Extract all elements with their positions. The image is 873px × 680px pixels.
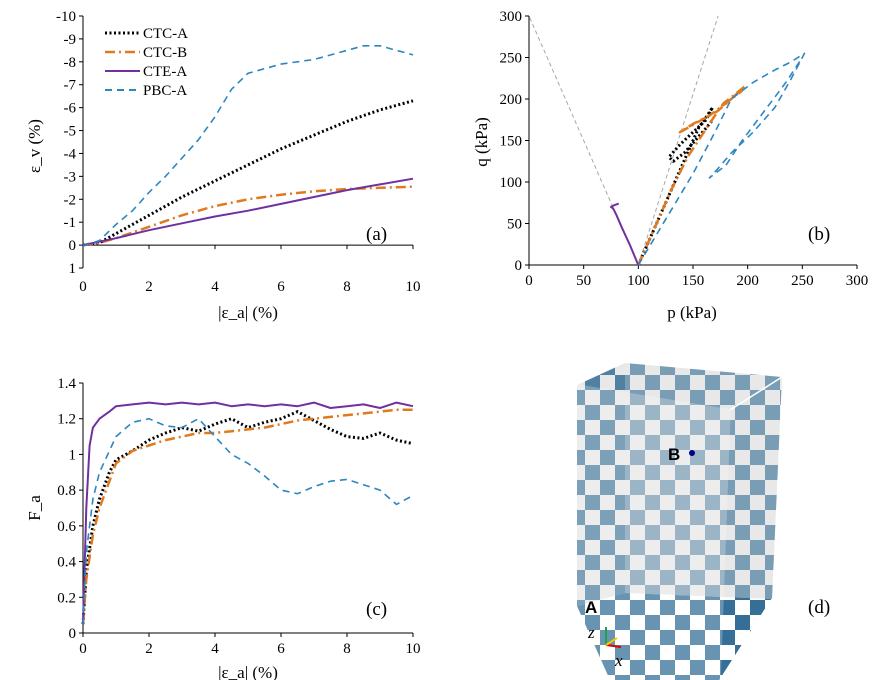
series-line-pbc-a [637, 52, 806, 266]
x-tick-label: 250 [791, 273, 814, 289]
box-left-face-checker [577, 363, 625, 606]
y-tick-label: 0.2 [57, 590, 76, 606]
y-tick-label: -10 [56, 9, 76, 25]
x-tick-label: 10 [406, 641, 421, 657]
y-tick-label: -8 [64, 55, 77, 71]
y-tick-label: -2 [64, 192, 77, 208]
panel-a-series [82, 44, 414, 247]
series-line-failure-line-compression [637, 15, 719, 266]
x-tick-label: 2 [145, 279, 153, 295]
axis-x-label: x [614, 651, 623, 670]
x-tick-label: 6 [277, 279, 285, 295]
legend-label-cte-a: CTE-A [143, 64, 187, 80]
box-right-face-checker [625, 363, 782, 599]
panel-a-xlabel: |ε_a| (%) [218, 303, 278, 322]
series-line-pbc-a [82, 44, 414, 247]
y-tick-label: -1 [64, 215, 77, 231]
y-tick-label: -7 [64, 78, 77, 94]
axis-z-label: z [587, 623, 595, 642]
x-tick-label: 10 [406, 279, 421, 295]
panel-a-ylabel: ε_v (%) [25, 119, 44, 173]
x-tick-label: 200 [736, 273, 759, 289]
panel-d-tag: (d) [808, 597, 830, 618]
y-tick-label: 150 [500, 134, 523, 150]
series-line-ctc-a [636, 105, 715, 266]
series-line-cte-a [82, 401, 414, 625]
x-tick-label: 150 [682, 273, 705, 289]
x-tick-label: 50 [576, 273, 591, 289]
legend-label-ctc-a: CTC-A [143, 26, 188, 42]
marker-point-b [689, 450, 695, 456]
box-edge [719, 598, 773, 680]
y-tick-label: 0.6 [57, 519, 76, 535]
x-tick-label: 4 [211, 279, 219, 295]
x-tick-label: 4 [211, 641, 219, 657]
panel-d: B A z x (d) [576, 363, 830, 680]
y-tick-label: 1 [69, 447, 77, 463]
y-tick-label: 1.2 [57, 412, 76, 428]
y-tick-label: 50 [507, 217, 522, 233]
x-tick-label: 6 [277, 641, 285, 657]
series-line-ctc-a [81, 410, 414, 625]
series-line-ctc-a [82, 99, 414, 247]
panel-b: 0 50 100 150 200 250 300 0 50 100 150 200 250 300 (b)… [472, 9, 868, 322]
y-tick-label: 1.4 [57, 376, 76, 392]
y-tick-label: 1 [69, 261, 77, 277]
x-tick-label: 0 [79, 279, 87, 295]
y-tick-label: 0 [515, 258, 523, 274]
series-line-ctc-b [82, 185, 414, 247]
y-tick-label: -4 [64, 146, 77, 162]
x-tick-label: 2 [145, 641, 153, 657]
x-tick-label: 300 [846, 273, 869, 289]
panel-c-series [81, 401, 414, 625]
marker-label-b: B [668, 445, 680, 464]
series-line-cte-a [610, 202, 640, 266]
y-tick-label: 250 [500, 51, 523, 67]
box-front-face [576, 384, 731, 680]
x-tick-label: 8 [343, 641, 351, 657]
y-tick-label: 0.8 [57, 483, 76, 499]
panel-b-ylabel: q (kPa) [472, 117, 491, 167]
panel-c: 0 0.2 0.4 0.6 0.8 1 1.2 1.4 0 2 4 6 8 10 (c) F_a |ε_a… [25, 376, 421, 680]
y-tick-label: 0.4 [57, 555, 76, 571]
panel-c-ylabel: F_a [25, 495, 44, 521]
axis-y-arrow [605, 637, 618, 646]
panel-b-xlabel: p (kPa) [667, 303, 717, 322]
series-line-pbc-a [82, 417, 414, 625]
series-line-ctc-b [81, 408, 413, 625]
series-line-cte-a [82, 177, 414, 247]
panel-b-series [528, 15, 806, 266]
y-tick-label: 0 [69, 238, 77, 254]
y-tick-label: 300 [500, 9, 523, 25]
panel-a-tag: (a) [366, 224, 387, 245]
x-tick-label: 8 [343, 279, 351, 295]
y-tick-label: 200 [500, 92, 523, 108]
legend-label-pbc-a: PBC-A [143, 83, 187, 99]
x-tick-label: 100 [627, 273, 650, 289]
x-tick-label: 0 [525, 273, 533, 289]
legend: CTC-A CTC-B CTE-A PBC-A [105, 26, 188, 99]
x-tick-label: 0 [79, 641, 87, 657]
y-tick-label: -3 [64, 169, 77, 185]
series-line-ctc-b [637, 85, 746, 266]
panel-c-xlabel: |ε_a| (%) [218, 663, 278, 680]
y-tick-label: -9 [64, 32, 77, 48]
y-tick-label: -5 [64, 124, 77, 140]
axis-x-arrow [605, 644, 622, 648]
legend-label-ctc-b: CTC-B [143, 45, 187, 61]
panel-c-tag: (c) [366, 599, 387, 620]
box-floor-checker [577, 593, 772, 680]
y-tick-label: 0 [69, 626, 77, 642]
panel-b-tag: (b) [808, 224, 830, 245]
y-tick-label: -6 [64, 101, 77, 117]
panel-b-axes: 0 50 100 150 200 250 300 0 50 100 150 200 250 300 [500, 9, 869, 289]
marker-label-a: A [585, 598, 597, 617]
y-tick-label: 100 [500, 175, 523, 191]
box-edge [729, 376, 783, 411]
